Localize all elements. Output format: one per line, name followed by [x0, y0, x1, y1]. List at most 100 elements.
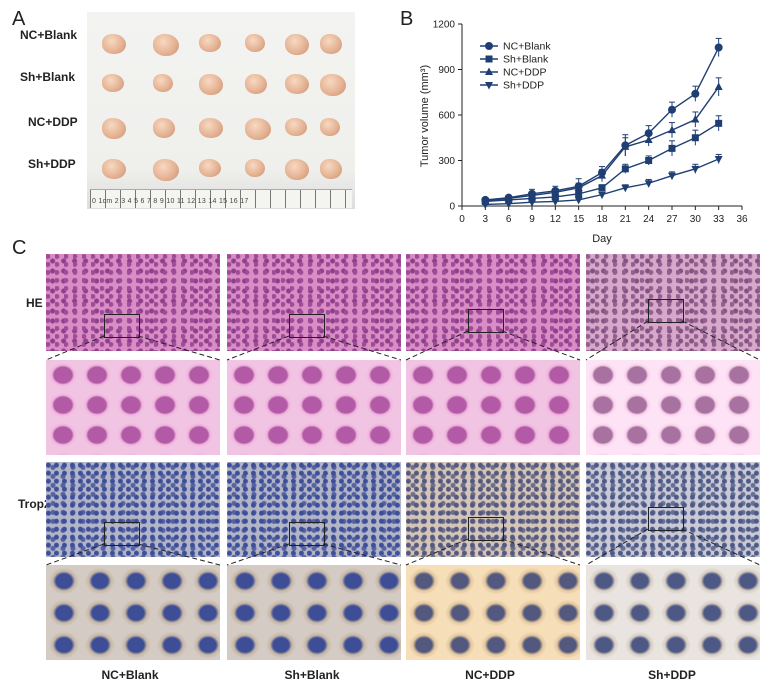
data-point [481, 201, 490, 209]
series-sh-ddp [481, 153, 723, 209]
tumor-specimen [285, 159, 309, 180]
condition-label-nc-blank: NC+Blank [101, 668, 159, 682]
tumor-specimen [199, 34, 221, 52]
series-nc-ddp [481, 77, 723, 204]
data-point [621, 184, 630, 193]
tumor-specimen [153, 159, 179, 181]
trop2-lowmag-image [227, 462, 401, 557]
legend-label: NC+DDP [503, 67, 546, 79]
data-point [691, 115, 700, 123]
x-tick-label: 30 [690, 214, 702, 225]
zoom-region-box [289, 522, 325, 546]
tumor-specimen [199, 118, 223, 138]
data-point [668, 144, 676, 152]
x-tick-label: 27 [666, 214, 678, 225]
zoom-connector [226, 335, 290, 361]
group-label-nc-blank: NC+Blank [20, 28, 78, 42]
tumor-specimen [199, 159, 221, 177]
x-tick-label: 36 [736, 214, 748, 225]
data-point [551, 198, 560, 206]
zoom-region-box [104, 522, 140, 546]
data-point [691, 165, 700, 174]
data-point [668, 172, 676, 181]
trop2-highmag-image [406, 565, 580, 660]
zoom-region-box [468, 517, 504, 541]
group-label-nc-ddp: NC+DDP [28, 115, 78, 129]
data-point [668, 125, 676, 134]
trop2-highmag-image [586, 565, 760, 660]
legend-label: Sh+DDP [503, 80, 544, 92]
condition-label-sh-ddp: Sh+DDP [648, 668, 696, 682]
data-point [598, 191, 606, 200]
tumor-specimen [245, 118, 271, 140]
x-axis-label: Day [592, 233, 612, 245]
x-tick-label: 33 [713, 214, 725, 225]
y-tick-label: 1200 [433, 20, 456, 31]
zoom-connector [226, 543, 290, 566]
y-tick-label: 300 [438, 156, 455, 167]
legend-label: NC+Blank [503, 41, 551, 53]
zoom-connector [45, 335, 105, 361]
zoom-connector [137, 543, 221, 566]
panel-label-b: B [400, 8, 414, 30]
data-point [645, 157, 653, 164]
x-tick-label: 15 [573, 214, 585, 225]
data-point [574, 183, 583, 191]
tumor-specimen [245, 74, 267, 94]
zoom-connector [501, 538, 581, 566]
data-point [714, 155, 723, 164]
tumor-specimen [199, 74, 223, 95]
ruler-labels: 0 1cm 2 3 4 5 6 7 8 9 10 11 12 13 14 15 … [92, 198, 249, 205]
data-point [575, 190, 583, 198]
data-point [714, 43, 723, 52]
he-highmag-image [46, 360, 220, 455]
data-point [621, 142, 630, 150]
he-lowmag-image [406, 254, 580, 351]
x-tick-label: 0 [459, 214, 465, 225]
zoom-connector [137, 335, 221, 361]
data-point [644, 135, 653, 144]
tumor-specimen [153, 118, 175, 138]
tumor-specimen [153, 74, 173, 92]
data-point [644, 129, 653, 138]
zoom-region-box [104, 314, 140, 338]
data-point [598, 171, 606, 179]
trop2-lowmag-image [406, 462, 580, 557]
legend-marker [485, 82, 493, 90]
x-tick-label: 3 [483, 214, 489, 225]
x-tick-label: 18 [596, 214, 608, 225]
tumor-specimen [285, 118, 307, 136]
data-point [715, 119, 723, 127]
stain-label-he: HE [26, 296, 43, 310]
legend-marker [485, 67, 493, 75]
data-point [691, 134, 699, 142]
legend-marker [485, 42, 493, 50]
data-point [504, 200, 513, 209]
zoom-connector [405, 330, 469, 361]
tumor-specimen [153, 34, 179, 56]
zoom-connector [585, 528, 649, 566]
zoom-connector [322, 335, 402, 361]
he-lowmag-image [227, 254, 401, 351]
y-tick-label: 600 [438, 111, 455, 122]
data-point [668, 105, 676, 114]
data-point [644, 180, 653, 188]
zoom-connector [681, 320, 761, 361]
panel-label-a: A [12, 8, 26, 30]
x-tick-label: 24 [643, 214, 655, 225]
data-point [551, 187, 560, 196]
x-tick-label: 9 [529, 214, 535, 225]
legend-label: Sh+Blank [503, 54, 549, 66]
data-point [574, 196, 583, 205]
he-highmag-image [406, 360, 580, 455]
x-tick-label: 21 [620, 214, 632, 225]
zoom-region-box [648, 507, 684, 531]
tumor-specimen [320, 74, 346, 96]
he-lowmag-image [586, 254, 760, 351]
tumor-specimen [245, 34, 265, 52]
x-tick-label: 12 [550, 214, 562, 225]
data-point [691, 89, 700, 98]
tumor-specimen [320, 34, 342, 54]
